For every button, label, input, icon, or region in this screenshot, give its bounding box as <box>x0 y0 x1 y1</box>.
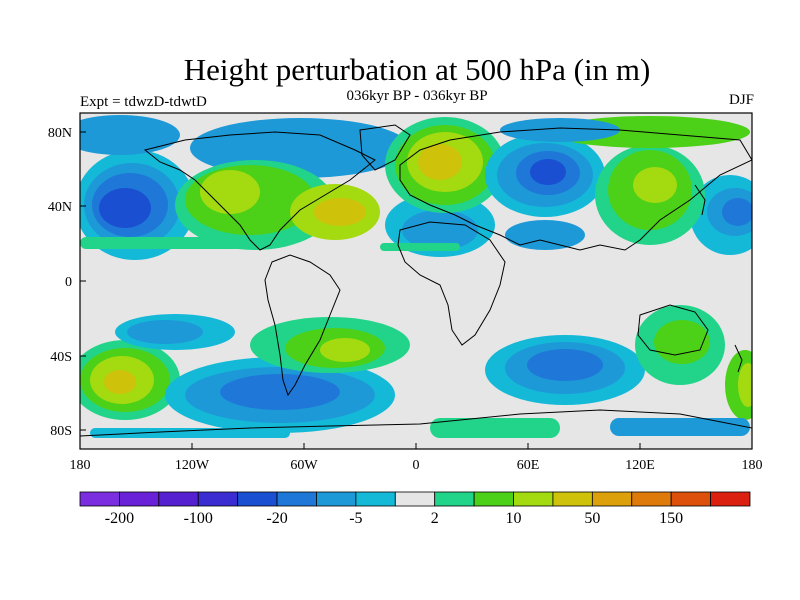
contour-yellow-core <box>418 144 462 180</box>
contour-blue-band <box>90 428 290 438</box>
lat-tick-label: 0 <box>65 275 72 290</box>
colorbar-swatch <box>158 491 199 507</box>
lon-tick-label: 0 <box>413 458 420 473</box>
contour-blue-lobe <box>127 320 203 344</box>
colorbar-label: 150 <box>659 510 683 527</box>
colorbar-swatch <box>276 491 317 507</box>
coastline-japan <box>694 184 706 216</box>
contour-green-lobe <box>738 363 752 407</box>
lat-tick-label: 40N <box>48 200 72 215</box>
contour-green-band <box>430 418 560 438</box>
contour-green-band <box>80 237 260 249</box>
colorbar-swatch <box>316 491 357 507</box>
contour-blue-band <box>500 118 620 142</box>
contour-yellow-core <box>314 198 366 226</box>
contour-blue-lobe <box>527 349 603 381</box>
contour-blue-lobe <box>505 220 585 250</box>
axis-ticks <box>79 131 753 449</box>
coastline-north-america <box>143 131 376 251</box>
lat-tick-label: 80N <box>48 126 72 141</box>
colorbar-label: -100 <box>184 510 213 527</box>
contour-blue-band <box>80 115 180 155</box>
contour-blue-lobe <box>402 210 478 250</box>
lon-tick-label: 60E <box>517 458 540 473</box>
contour-green-band <box>380 243 460 251</box>
colorbar-label: 10 <box>506 510 522 527</box>
colorbar-swatch <box>670 491 711 507</box>
lon-labels: 180 120W 60W 0 60E 120E 180 <box>70 458 763 473</box>
colorbar-swatch <box>119 491 160 507</box>
coastline-africa <box>397 221 506 346</box>
coastline-new-zealand <box>734 344 743 373</box>
lat-labels: 80N 40N 0 40S 80S <box>48 126 72 439</box>
colorbar-swatch <box>394 491 436 507</box>
colorbar-swatch <box>79 491 120 507</box>
lon-tick-label: 120E <box>625 458 655 473</box>
colorbar-swatch <box>513 491 554 507</box>
lon-tick-label: 180 <box>742 458 763 473</box>
colorbar-label: 2 <box>431 510 439 527</box>
colorbar-swatch <box>355 491 396 507</box>
colorbar-swatch <box>552 491 593 507</box>
colorbar-label: -200 <box>105 510 134 527</box>
contour-green-lobe <box>633 167 677 203</box>
colorbar-swatch <box>591 491 633 507</box>
coastline-australia <box>637 304 709 356</box>
coastlines <box>80 124 752 437</box>
contour-blue-lobe <box>99 188 151 228</box>
contour-green-lobe <box>654 320 710 364</box>
experiment-label: Expt = tdwzD-tdwtD <box>80 94 207 110</box>
lon-tick-label: 60W <box>290 458 318 473</box>
lat-tick-label: 40S <box>50 350 72 365</box>
contour-blue-lobe <box>530 159 566 185</box>
colorbar-swatch <box>197 491 239 507</box>
lat-tick-label: 80S <box>50 424 72 439</box>
colorbar-label: -5 <box>349 510 362 527</box>
contour-field <box>80 115 752 438</box>
contour-green-lobe <box>200 170 260 214</box>
lon-tick-label: 120W <box>175 458 210 473</box>
colorbar-swatch <box>631 491 672 507</box>
contour-blue-lobe <box>722 198 752 226</box>
contour-blue-band <box>610 418 750 436</box>
colorbar-label: -20 <box>266 510 287 527</box>
colorbar: -200 -100 -20 -5 2 10 50 150 <box>79 491 751 527</box>
colorbar-swatch <box>710 491 751 507</box>
colorbar-swatch <box>473 491 514 507</box>
coastline-antarctica <box>80 409 752 437</box>
map-panel: 180 120W 60W 0 60E 120E 180 80N 40N 0 40… <box>48 112 763 473</box>
colorbar-swatch <box>434 491 475 507</box>
coastline-greenland <box>359 124 411 171</box>
season-label: DJF <box>728 92 754 108</box>
contour-yellow-core <box>104 370 136 394</box>
figure-subtitle: 036kyr BP - 036kyr BP <box>346 88 488 104</box>
coastline-eurasia <box>399 127 752 251</box>
contour-blue-lobe <box>220 374 340 410</box>
colorbar-swatch <box>237 491 278 507</box>
colorbar-label: 50 <box>584 510 600 527</box>
lon-tick-label: 180 <box>70 458 91 473</box>
figure-title: Height perturbation at 500 hPa (in m) <box>183 52 651 87</box>
coastline-south-america <box>264 254 341 397</box>
contour-green-lobe <box>320 338 370 362</box>
